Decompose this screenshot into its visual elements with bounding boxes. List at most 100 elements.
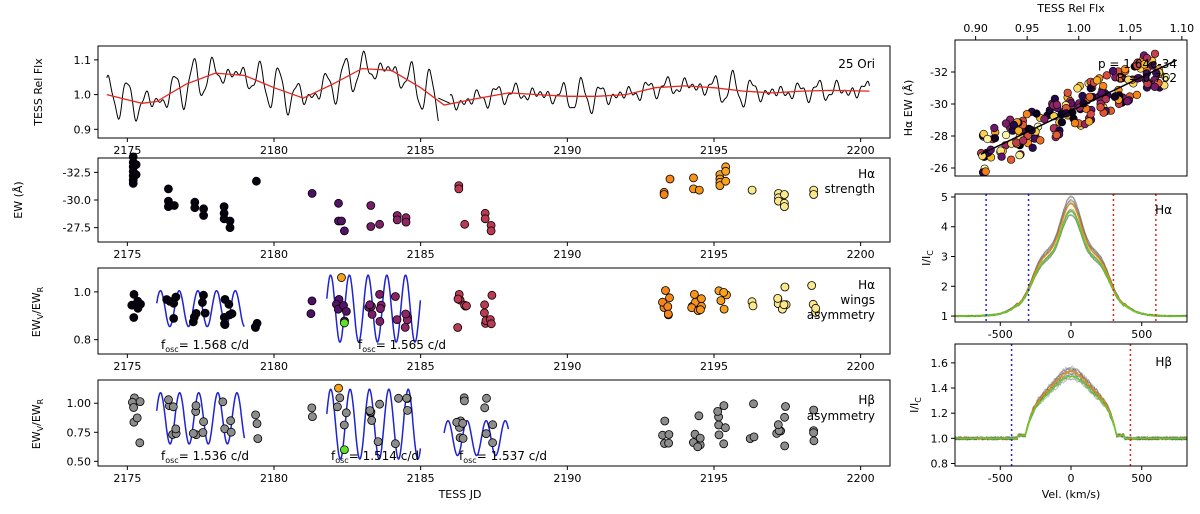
ha_asym-point: [375, 289, 385, 299]
ha-asym-frame: [97, 267, 891, 355]
hb_asym-point: [721, 423, 730, 433]
ha_asym-point: [129, 289, 139, 299]
hb_profile-profile-line: [955, 377, 1187, 442]
hb_asym-point: [403, 405, 412, 415]
ha_asym-point: [200, 308, 210, 318]
ha-profile-frame: [954, 193, 1188, 323]
hb_asym-point: [198, 428, 208, 437]
ha-strength-point: [169, 201, 179, 210]
correlation-point: [1036, 136, 1045, 145]
ha-strength-point: [131, 170, 141, 180]
tess-xtick-label: 2200: [847, 144, 875, 157]
ha_profile-profile-line: [955, 213, 1187, 318]
ha-strength-point: [659, 190, 669, 199]
ha_profile-profile-line: [955, 202, 1187, 318]
hb_profile-profile-line: [955, 372, 1187, 442]
corr-ytick-label: -26: [930, 162, 948, 175]
correlation-point: [1102, 71, 1111, 80]
ha_profile-profile-line: [955, 214, 1187, 318]
ha_asym-point: [227, 309, 237, 319]
hb_asym-point: [339, 420, 349, 430]
correlation-point: [983, 134, 992, 144]
ha_asym-point: [748, 301, 758, 311]
ha-asym-freq-2: fosc= 1.565 c/d: [358, 338, 446, 354]
hb_asym-point: [253, 434, 263, 444]
ha_asym-point: [773, 293, 783, 303]
correlation-point: [1132, 90, 1141, 99]
ha-strength-point: [375, 219, 385, 229]
panel-ha-strength: 2175 2180 2185 2190 2195 2200-32.5-30.0-27.5 …: [12, 152, 891, 261]
correlation-plot-area: [976, 49, 1178, 177]
ha_profile-profile-line: [955, 208, 1187, 318]
hb_asym-xtick-label: 2200: [847, 472, 875, 485]
correlation-point: [1161, 72, 1170, 82]
correlation-frame: [954, 39, 1188, 177]
ha-asym-highlight-green: [339, 318, 349, 328]
ha_asym-point: [663, 302, 673, 312]
ha_strength-ytick-label: -30.0: [63, 194, 91, 207]
correlation-point: [1015, 151, 1024, 160]
ha_asym-point: [690, 289, 699, 299]
tess-target-label: 25 Ori: [838, 57, 875, 71]
ha_asym-point: [224, 299, 234, 309]
hb_profile-profile-line: [955, 373, 1187, 442]
hb_asym-point: [749, 399, 758, 409]
hb_asym-point: [459, 396, 469, 406]
correlation-point: [1096, 103, 1105, 112]
correlation-point: [990, 123, 999, 133]
hb_profile-profile-line: [955, 373, 1187, 442]
ha_strength-xtick-label: 2200: [847, 248, 875, 261]
ha-profile-label: Hα: [1155, 203, 1172, 217]
correlation-point: [1070, 119, 1080, 128]
ha_asym-point: [171, 292, 181, 302]
hb_profile-ytick-label: 0.8: [931, 457, 949, 470]
ha_asym-ytick-label: 0.8: [74, 334, 92, 347]
correlation-point: [981, 167, 990, 176]
hb-asym-ticks: 2175 2180 2185 2190 2195 2200 0.50 0.75 1.00: [67, 397, 875, 485]
ha_asym-point: [811, 303, 821, 313]
hb_profile-profile-line: [955, 373, 1187, 442]
ha-strength-point: [163, 184, 173, 194]
ha-strength-point: [199, 211, 209, 220]
correlation-point: [990, 134, 1000, 143]
ha_asym-xtick-label: 2190: [553, 360, 581, 373]
tess-lightcurve-gap: [438, 97, 451, 104]
hb-profile-label: Hβ: [1155, 355, 1172, 369]
ha_asym-point: [779, 300, 789, 310]
hb-asym-frame: [97, 379, 891, 467]
corr-xtick-label: 0.90: [963, 22, 988, 35]
hb_asym-point: [719, 401, 729, 411]
hb-asym-label-line2: asymmetry: [807, 409, 875, 423]
hb_asym-fit-curve: [155, 392, 246, 445]
hb_asym-xtick-label: 2180: [260, 472, 288, 485]
hb_profile-profile-line: [955, 372, 1187, 441]
ha_asym-point: [307, 296, 317, 306]
tess-xtick-label: 2180: [260, 144, 288, 157]
ha_asym-point: [341, 306, 351, 316]
ha-asym-ticks: 2175 2180 2185 2190 2195 2200 0.8 1.0: [74, 286, 875, 373]
hb-profile-plot-area: [955, 344, 1187, 466]
hb_asym-point: [171, 424, 181, 434]
tess-plot-area: [106, 50, 870, 122]
correlation-point: [1148, 61, 1157, 70]
ha-strength-point: [334, 198, 343, 208]
ha_strength-xtick-label: 2180: [260, 248, 288, 261]
ha-strength-point: [454, 184, 464, 194]
ha-strength-point: [460, 219, 470, 229]
hb_asym-point: [488, 420, 498, 430]
ha_asym-point: [392, 315, 402, 325]
panel-correlation: 0.90 0.95 1.00 1.05 1.10 -32 -30 -28 -26 TESS Re…: [902, 2, 1194, 177]
correlation-point: [1115, 73, 1125, 83]
corr-xtick-label: 0.95: [1015, 22, 1040, 35]
tess-lightcurve-segment: [449, 69, 870, 115]
corr-xtick-label: 1.05: [1118, 22, 1143, 35]
hb_asym-point: [373, 437, 383, 447]
hb_asym-point: [218, 397, 228, 407]
hb_profile-profile-line: [955, 369, 1187, 441]
ha_asym-point: [367, 309, 377, 319]
correlation-point: [1101, 95, 1110, 104]
ha-strength-point: [392, 215, 402, 225]
ha_asym-xtick-label: 2185: [407, 360, 435, 373]
